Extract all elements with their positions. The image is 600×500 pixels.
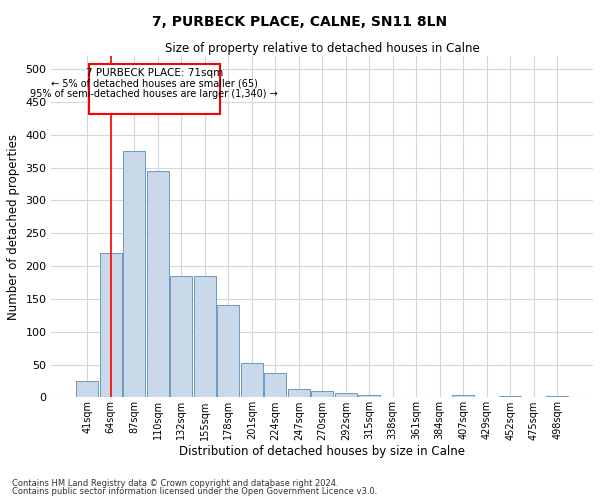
Bar: [311, 391, 334, 398]
Text: ← 5% of detached houses are smaller (65): ← 5% of detached houses are smaller (65): [51, 78, 258, 88]
Y-axis label: Number of detached properties: Number of detached properties: [7, 134, 20, 320]
Bar: [217, 306, 239, 398]
Bar: [241, 363, 263, 398]
Text: Contains HM Land Registry data © Crown copyright and database right 2024.: Contains HM Land Registry data © Crown c…: [12, 478, 338, 488]
Bar: [170, 276, 193, 398]
Bar: [358, 394, 380, 398]
Bar: [264, 373, 286, 398]
Bar: [452, 396, 475, 398]
Text: 95% of semi-detached houses are larger (1,340) →: 95% of semi-detached houses are larger (…: [31, 89, 278, 99]
Bar: [499, 396, 521, 398]
Bar: [546, 396, 568, 398]
X-axis label: Distribution of detached houses by size in Calne: Distribution of detached houses by size …: [179, 445, 465, 458]
Bar: [287, 390, 310, 398]
Text: Contains public sector information licensed under the Open Government Licence v3: Contains public sector information licen…: [12, 487, 377, 496]
Text: 7 PURBECK PLACE: 71sqm: 7 PURBECK PLACE: 71sqm: [86, 68, 223, 78]
Bar: [123, 152, 145, 398]
Text: 7, PURBECK PLACE, CALNE, SN11 8LN: 7, PURBECK PLACE, CALNE, SN11 8LN: [152, 15, 448, 29]
Bar: [335, 393, 357, 398]
Bar: [194, 276, 216, 398]
Bar: [76, 381, 98, 398]
Title: Size of property relative to detached houses in Calne: Size of property relative to detached ho…: [165, 42, 479, 55]
FancyBboxPatch shape: [89, 64, 220, 114]
Bar: [146, 171, 169, 398]
Bar: [100, 253, 122, 398]
